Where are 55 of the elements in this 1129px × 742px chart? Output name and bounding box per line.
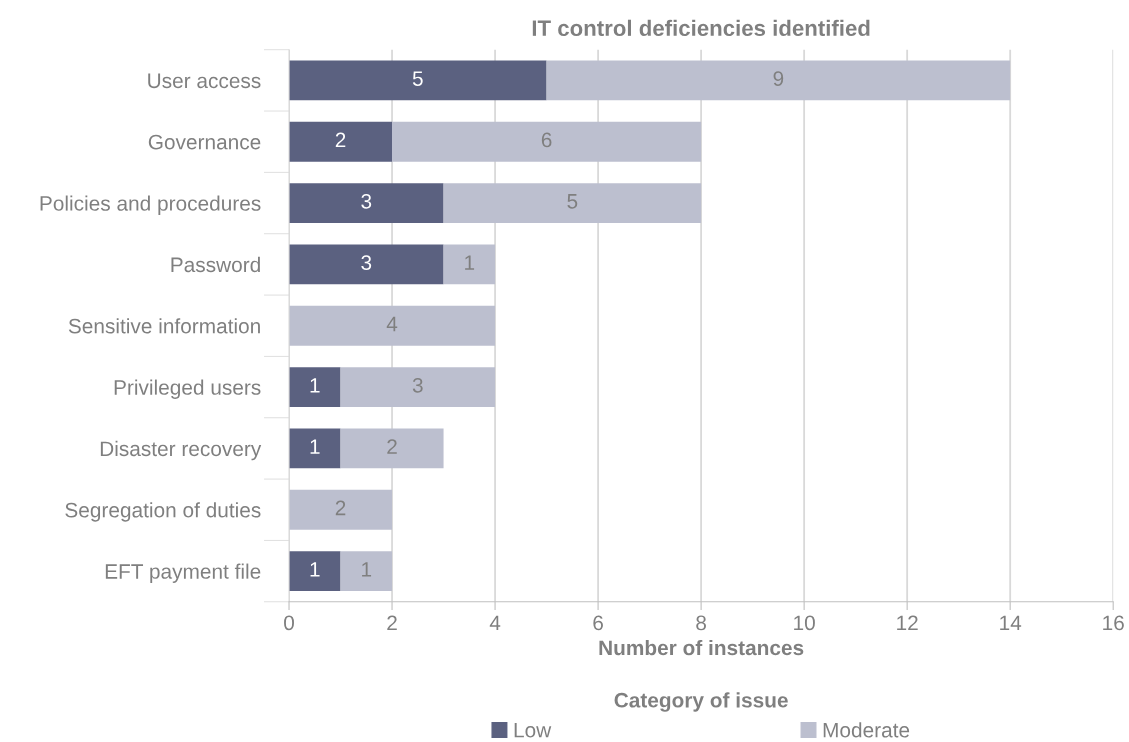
bar [289,121,393,162]
bar [546,60,1011,101]
chart-title: IT control deficiencies identified [532,19,870,37]
legend-label: Moderate [823,722,910,738]
y-tick-label: Password [171,256,260,273]
bar [289,305,496,346]
legend-title: Category of issue [614,692,788,712]
bar [289,60,547,101]
x-tick-label: 2 [387,615,397,631]
x-tick-label: 16 [1103,615,1124,631]
x-axis-title: Number of instances [599,639,804,656]
x-tick-label: 0 [284,615,294,631]
data-label: 3 [361,255,372,270]
x-tick-label: 14 [1000,615,1022,631]
bar [289,551,341,592]
data-label: 1 [465,255,475,270]
data-label: 5 [567,194,578,209]
bar [289,489,393,530]
x-tick-label: 4 [489,615,501,631]
y-tick-label: Governance [148,134,261,150]
x-tick-label: 10 [794,615,815,631]
bar [289,244,444,285]
bar [289,428,341,469]
data-label: 1 [310,439,320,454]
x-tick-label: 6 [593,615,603,631]
bar [340,367,496,408]
data-label: 2 [387,439,397,454]
y-tick-label: Policies and procedures [40,195,261,215]
data-label: 2 [335,132,346,148]
x-tick-label: 12 [897,615,918,631]
bar [289,367,341,408]
x-tick-label: 8 [696,615,706,631]
y-tick-label: EFT payment file [105,563,261,583]
y-tick-label: User access [148,73,261,89]
data-label: 9 [773,71,784,86]
data-label: 6 [541,132,552,148]
data-label: 3 [412,377,423,393]
bar [340,428,444,469]
bar [340,551,393,592]
bar [289,183,444,223]
bar [392,121,702,162]
y-tick-label: Segregation of duties [65,502,261,522]
y-tick-label: Privileged users [114,379,261,399]
bar [443,183,702,223]
bar [443,244,496,285]
data-label: 1 [310,562,320,577]
data-label: 1 [310,378,320,393]
data-label: 2 [335,500,346,516]
y-tick-label: Disaster recovery [100,440,262,461]
data-label: 1 [362,562,372,577]
data-label: 5 [412,71,423,86]
y-tick-label: Sensitive information [68,318,260,334]
data-label: 3 [361,193,372,209]
legend-label: Low [514,722,552,738]
data-label: 4 [386,316,398,332]
